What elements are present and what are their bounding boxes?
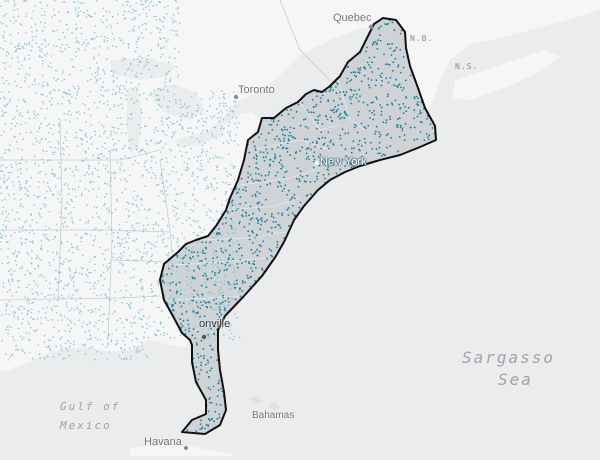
- label-gulf-of: Gulf of: [60, 400, 121, 413]
- region-outline: [159, 17, 437, 435]
- label-sargasso: Sargasso: [462, 348, 556, 367]
- toronto-marker: [233, 94, 239, 100]
- canada-land: [0, 0, 600, 140]
- jacksonville-marker: [201, 334, 207, 340]
- occurrence-dots-outside: [0, 0, 241, 361]
- bahamas-land: [250, 396, 280, 410]
- label-quebec: Quebec: [333, 12, 372, 24]
- label-ns: N.S.: [455, 62, 479, 71]
- label-sea: Sea: [498, 370, 533, 389]
- label-toronto: Toronto: [238, 84, 275, 96]
- cuba-land: [130, 444, 236, 456]
- label-bahamas: Bahamas: [252, 410, 295, 421]
- gradient-region-fill: [160, 18, 436, 434]
- label-havana: Havana: [144, 436, 182, 448]
- label-mexico: Mexico: [60, 419, 112, 432]
- region-state-borders: [169, 79, 366, 301]
- new-york-marker: [315, 161, 319, 165]
- great-lakes: [110, 58, 262, 152]
- label-jacksonville: onville: [199, 318, 231, 330]
- label-new-york: New York: [320, 156, 367, 168]
- nova-scotia-land: [452, 50, 560, 100]
- quebec-marker: [368, 24, 374, 30]
- label-nb: N.B.: [410, 34, 434, 43]
- havana-marker: [184, 446, 188, 450]
